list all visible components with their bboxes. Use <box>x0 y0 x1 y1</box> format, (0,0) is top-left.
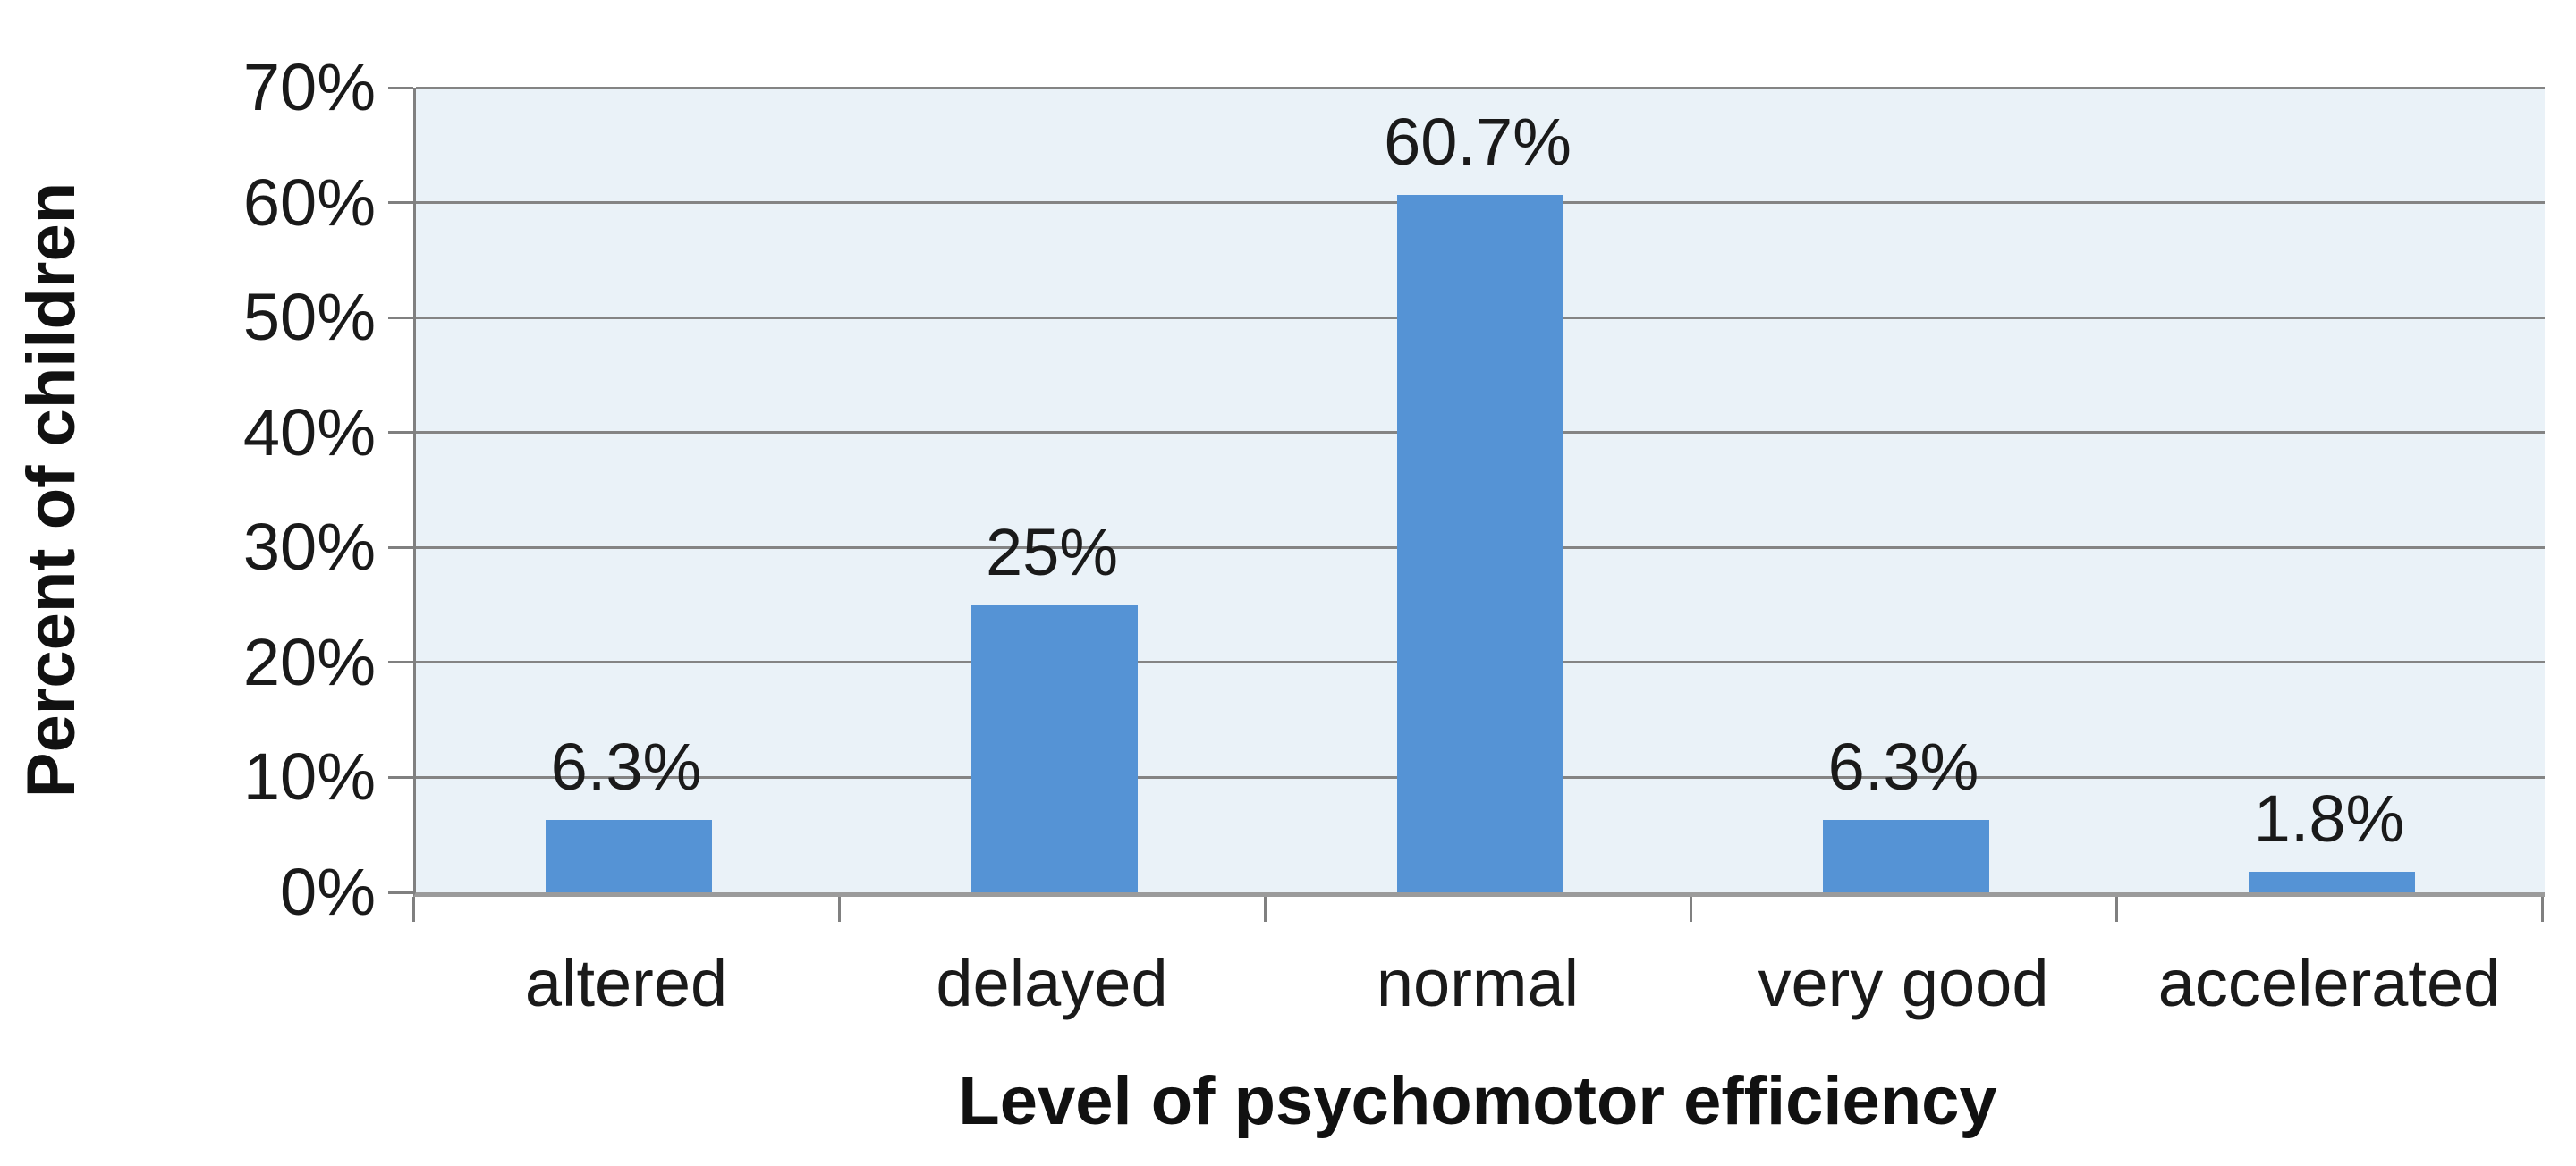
y-axis-tick-label: 0% <box>280 855 376 929</box>
x-axis-tick <box>2540 897 2544 922</box>
plot-area <box>413 86 2545 897</box>
x-axis-category-label: accelerated <box>2157 946 2501 1020</box>
bar-value-label: 6.3% <box>550 730 702 804</box>
bar-value-label: 6.3% <box>1827 730 1979 804</box>
y-axis-tick <box>388 431 413 435</box>
x-axis-tick <box>2114 897 2118 922</box>
x-axis-category-label: very good <box>1758 946 2049 1020</box>
y-axis-title: Percent of children <box>13 182 89 798</box>
x-axis-category-label: delayed <box>936 946 1168 1020</box>
y-axis-tick-label: 70% <box>242 50 376 124</box>
y-axis-tick-label: 60% <box>242 165 376 240</box>
y-axis-tick-label: 10% <box>242 739 376 815</box>
y-axis-tick <box>388 201 413 205</box>
y-axis-tick-label: 40% <box>242 394 376 469</box>
y-axis-tick <box>388 316 413 319</box>
x-axis-tick <box>1263 897 1267 922</box>
x-axis-category-label: normal <box>1376 946 1580 1020</box>
gridline <box>416 86 2545 89</box>
bar-value-label: 1.8% <box>2253 781 2405 856</box>
y-axis-tick-label: 50% <box>242 280 376 355</box>
x-axis-tick <box>1689 897 1692 922</box>
y-axis-tick <box>388 775 413 779</box>
bar <box>1397 194 1563 892</box>
y-axis-tick-label: 20% <box>242 624 376 699</box>
bar <box>2249 871 2415 892</box>
y-axis-tick <box>388 891 413 894</box>
bar-value-label: 25% <box>985 514 1119 589</box>
y-axis-tick <box>388 545 413 549</box>
x-axis-tick <box>411 897 415 922</box>
y-axis-tick-label: 30% <box>242 510 376 585</box>
bar <box>1823 820 1989 892</box>
x-axis-tick <box>837 897 841 922</box>
bar <box>546 820 712 892</box>
x-axis-title: Level of psychomotor efficiency <box>958 1063 1997 1139</box>
bar <box>971 604 1138 892</box>
y-axis-tick <box>388 661 413 664</box>
y-axis-tick <box>388 86 413 89</box>
x-axis-category-label: altered <box>524 946 728 1020</box>
bar-value-label: 60.7% <box>1384 104 1572 179</box>
